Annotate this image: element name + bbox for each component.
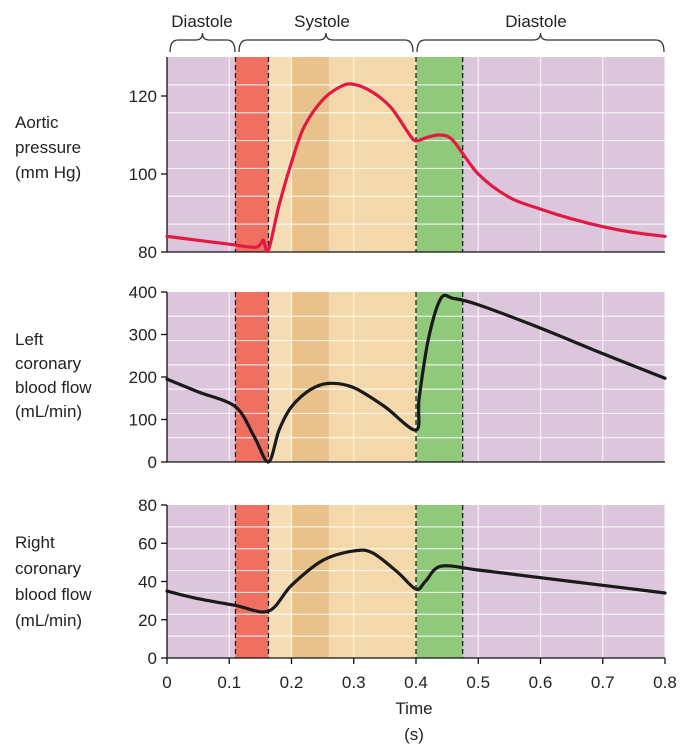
y-tick-label: 0 [148, 453, 157, 472]
y-tick-label: 120 [129, 87, 157, 106]
data-series-line [165, 548, 667, 614]
bracket-systole [238, 32, 414, 53]
y-tick-label: 300 [129, 326, 157, 345]
phase-label-systole: Systole [294, 12, 350, 31]
phase-brackets [169, 32, 665, 53]
chart-panel-2: 0 100 200 300 400 Left coronary blood flow (mL/m… [15, 283, 667, 472]
bracket-diastole-left [169, 32, 236, 53]
bracket-diastole-right [416, 32, 665, 53]
y-tick-label: 0 [148, 649, 157, 668]
y-tick-label: 200 [129, 368, 157, 387]
phase-band-slow-ejection [328, 57, 416, 252]
x-tick-label: 0.5 [466, 673, 490, 692]
y-tick-label: 80 [138, 496, 157, 515]
y-tick-label: 60 [138, 534, 157, 553]
x-tick-label: 0.6 [529, 673, 553, 692]
data-series-line [165, 293, 667, 464]
phase-band-rapid-ejection [291, 57, 329, 252]
y-axis-label-line: (mL/min) [15, 611, 82, 630]
phase-label-diastole-left: Diastole [171, 12, 232, 31]
x-tick-label: 0.2 [280, 673, 304, 692]
phase-band-isovolumic-relaxation [416, 292, 463, 462]
phase-label-diastole-right: Diastole [505, 12, 566, 31]
phase-band-slow-ejection [328, 292, 416, 462]
phase-band-early-ejection [268, 292, 292, 462]
chart-panel-3: 0 20 40 60 80 Right coronary blood flow (mL/min) [15, 496, 667, 668]
y-tick-label: 400 [129, 283, 157, 302]
y-tick-label: 100 [129, 411, 157, 430]
x-tick-label: 0.4 [404, 673, 428, 692]
phase-band-rapid-ejection [291, 292, 329, 462]
y-axis-label-line: blood flow [15, 378, 92, 397]
y-axis-label-line: (mL/min) [15, 402, 82, 421]
phase-band-isovolumic-relaxation [416, 57, 463, 252]
y-axis-label-line: Left [15, 330, 44, 349]
x-tick-label: 0.8 [653, 673, 677, 692]
phase-band-isovolumic-contraction [235, 505, 269, 658]
x-tick-label: 0 [162, 673, 171, 692]
data-series-line [165, 82, 667, 253]
x-axis-unit: (s) [404, 725, 424, 744]
y-axis-label-line: Aortic [15, 113, 59, 132]
x-tick-label: 0.7 [591, 673, 615, 692]
x-axis-ticks: 0 0.1 0.2 0.3 0.4 0.5 0.6 0.7 0.8 [162, 658, 677, 692]
phase-band-slow-ejection [328, 505, 416, 658]
chart-panel-1: 80 100 120 Aortic pressure (mm Hg) [15, 57, 667, 262]
y-axis-label-line: (mm Hg) [15, 163, 81, 182]
phase-band-isovolumic-contraction [235, 292, 269, 462]
x-axis-label: Time [395, 699, 432, 718]
phase-band-isovolumic-relaxation [416, 505, 463, 658]
x-tick-label: 0.1 [217, 673, 241, 692]
y-axis-label-line: coronary [15, 354, 82, 373]
y-tick-label: 20 [138, 611, 157, 630]
y-axis-label-line: Right [15, 533, 55, 552]
x-tick-label: 0.3 [342, 673, 366, 692]
y-tick-label: 40 [138, 573, 157, 592]
phase-band-early-ejection [268, 505, 292, 658]
y-axis-label-line: blood flow [15, 585, 92, 604]
phase-band-isovolumic-contraction [235, 57, 269, 252]
y-axis-label-line: pressure [15, 138, 81, 157]
y-tick-label: 100 [129, 165, 157, 184]
y-tick-label: 80 [138, 243, 157, 262]
y-axis-label-line: coronary [15, 559, 82, 578]
phase-band-early-ejection [268, 57, 292, 252]
